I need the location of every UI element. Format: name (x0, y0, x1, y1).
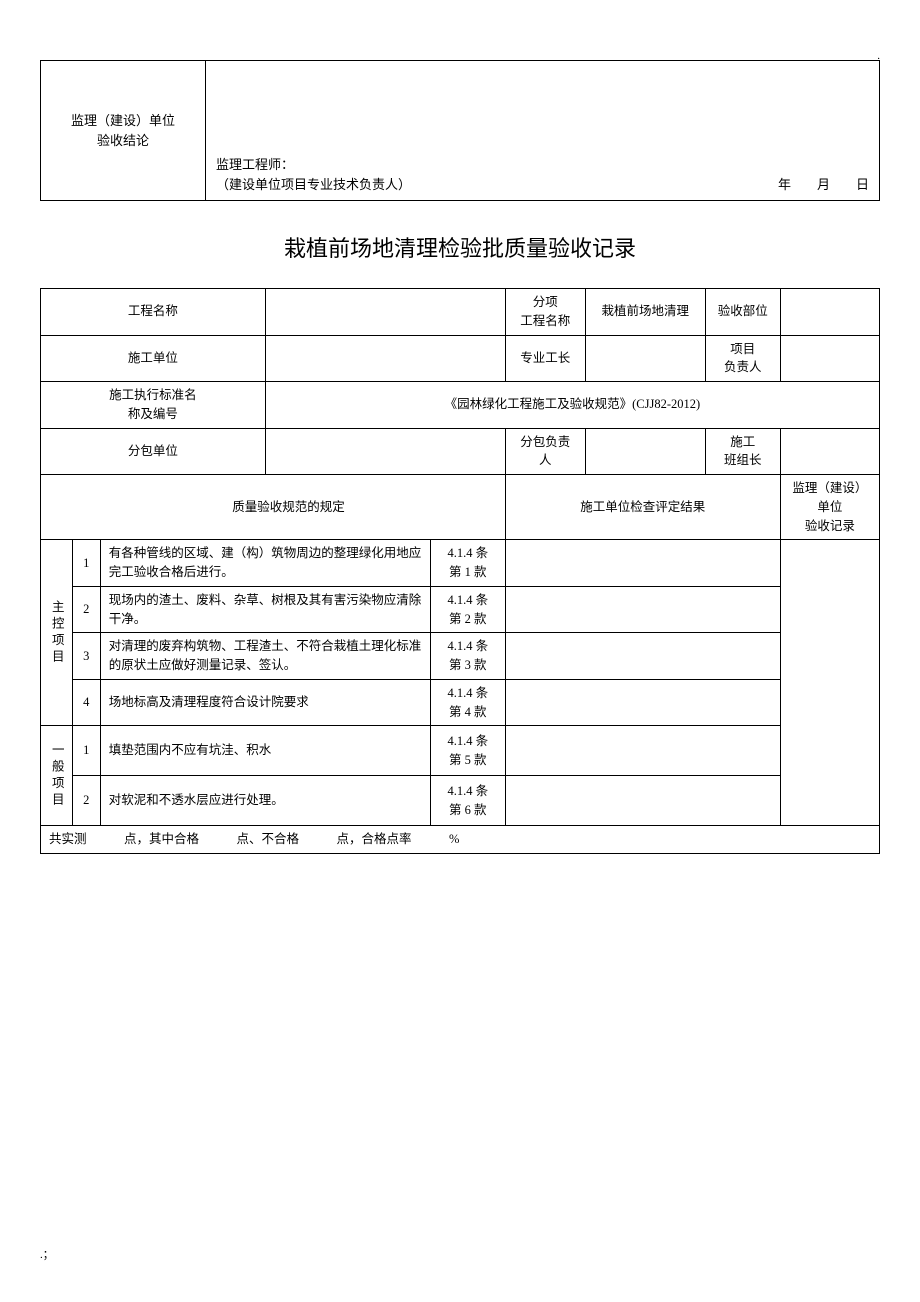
header-row-2: 施工单位 专业工长 项目 负责人 (41, 335, 880, 382)
general-item-1-num: 1 (72, 726, 100, 776)
main-item-2-desc: 现场内的渣土、废料、杂草、树根及其有害污染物应清除干净。 (100, 586, 430, 633)
general-item-row-1: 一般项目 1 填垫范围内不应有坑洼、积水 4.1.4 条 第 5 款 (41, 726, 880, 776)
engineer-label: 监理工程师： (216, 155, 873, 175)
conclusion-table: 监理（建设）单位 验收结论 监理工程师： （建设单位项目专业技术负责人） 年 月… (40, 60, 880, 201)
main-form-table: 工程名称 分项 工程名称 栽植前场地清理 验收部位 施工单位 专业工长 项目 负… (40, 288, 880, 854)
general-category-label: 一般项目 (41, 726, 73, 826)
sub-leader-label: 分包负责 人 (505, 428, 585, 475)
subcontract-label: 分包单位 (41, 428, 266, 475)
main-item-row-2: 2 现场内的渣土、废料、杂草、树根及其有害污染物应清除干净。 4.1.4 条 第… (41, 586, 880, 633)
engineer-sub-label: （建设单位项目专业技术负责人） (216, 175, 873, 195)
header-row-4: 分包单位 分包负责 人 施工 班组长 (41, 428, 880, 475)
main-item-2-result (505, 586, 780, 633)
column-header-row: 质量验收规范的规定 施工单位检查评定结果 监理（建设）单位 验收记录 (41, 475, 880, 540)
conclusion-content: 监理工程师： （建设单位项目专业技术负责人） 年 月 日 (206, 61, 880, 201)
general-item-1-desc: 填垫范围内不应有坑洼、积水 (100, 726, 430, 776)
project-name-value (265, 289, 505, 336)
proj-leader-label: 项目 负责人 (705, 335, 780, 382)
main-item-4-result (505, 679, 780, 726)
general-item-1-ref: 4.1.4 条 第 5 款 (430, 726, 505, 776)
team-leader-label: 施工 班组长 (705, 428, 780, 475)
general-item-1-result (505, 726, 780, 776)
general-item-2-result (505, 776, 780, 826)
main-item-1-ref: 4.1.4 条 第 1 款 (430, 540, 505, 587)
main-item-row-4: 4 场地标高及清理程度符合设计院要求 4.1.4 条 第 4 款 (41, 679, 880, 726)
standard-label: 施工执行标准名 称及编号 (41, 382, 266, 429)
main-item-3-num: 3 (72, 633, 100, 680)
document-title: 栽植前场地清理检验批质量验收记录 (40, 231, 880, 263)
prof-leader-value (585, 335, 705, 382)
main-item-3-ref: 4.1.4 条 第 3 款 (430, 633, 505, 680)
general-item-row-2: 2 对软泥和不透水层应进行处理。 4.1.4 条 第 6 款 (41, 776, 880, 826)
standard-value: 《园林绿化工程施工及验收规范》(CJJ82-2012) (265, 382, 879, 429)
general-item-2-num: 2 (72, 776, 100, 826)
header-row-3: 施工执行标准名 称及编号 《园林绿化工程施工及验收规范》(CJJ82-2012) (41, 382, 880, 429)
main-item-3-result (505, 633, 780, 680)
main-category-label: 主控项目 (41, 540, 73, 726)
main-item-1-result (505, 540, 780, 587)
conclusion-label: 监理（建设）单位 验收结论 (41, 61, 206, 201)
subcontract-value (265, 428, 505, 475)
footer-mark: .； (40, 1246, 54, 1262)
sub-leader-value (585, 428, 705, 475)
accept-part-value (780, 289, 879, 336)
project-name-label: 工程名称 (41, 289, 266, 336)
col-header-1: 质量验收规范的规定 (72, 475, 505, 540)
summary-text: 共实测 点，其中合格 点、不合格 点，合格点率 % (41, 826, 880, 854)
col-header-3: 监理（建设）单位 验收记录 (780, 475, 879, 540)
prof-leader-label: 专业工长 (505, 335, 585, 382)
general-item-2-ref: 4.1.4 条 第 6 款 (430, 776, 505, 826)
general-item-2-desc: 对软泥和不透水层应进行处理。 (100, 776, 430, 826)
construct-unit-value (265, 335, 505, 382)
main-item-row-3: 3 对清理的废弃构筑物、工程渣土、不符合栽植土理化标准的原状土应做好测量记录、签… (41, 633, 880, 680)
main-item-3-desc: 对清理的废弃构筑物、工程渣土、不符合栽植土理化标准的原状土应做好测量记录、签认。 (100, 633, 430, 680)
supervision-record (780, 540, 879, 826)
main-item-4-num: 4 (72, 679, 100, 726)
header-row-1: 工程名称 分项 工程名称 栽植前场地清理 验收部位 (41, 289, 880, 336)
summary-row: 共实测 点，其中合格 点、不合格 点，合格点率 % (41, 826, 880, 854)
main-item-2-num: 2 (72, 586, 100, 633)
main-item-2-ref: 4.1.4 条 第 2 款 (430, 586, 505, 633)
date-label: 年 月 日 (778, 175, 869, 195)
sub-project-value: 栽植前场地清理 (585, 289, 705, 336)
main-item-row-1: 主控项目 1 有各种管线的区域、建（构）筑物周边的整理绿化用地应完工验收合格后进… (41, 540, 880, 587)
sub-project-label: 分项 工程名称 (505, 289, 585, 336)
team-leader-value (780, 428, 879, 475)
accept-part-label: 验收部位 (705, 289, 780, 336)
col-header-2: 施工单位检查评定结果 (505, 475, 780, 540)
main-item-1-num: 1 (72, 540, 100, 587)
main-item-1-desc: 有各种管线的区域、建（构）筑物周边的整理绿化用地应完工验收合格后进行。 (100, 540, 430, 587)
construct-unit-label: 施工单位 (41, 335, 266, 382)
main-item-4-desc: 场地标高及清理程度符合设计院要求 (100, 679, 430, 726)
main-item-4-ref: 4.1.4 条 第 4 款 (430, 679, 505, 726)
proj-leader-value (780, 335, 879, 382)
